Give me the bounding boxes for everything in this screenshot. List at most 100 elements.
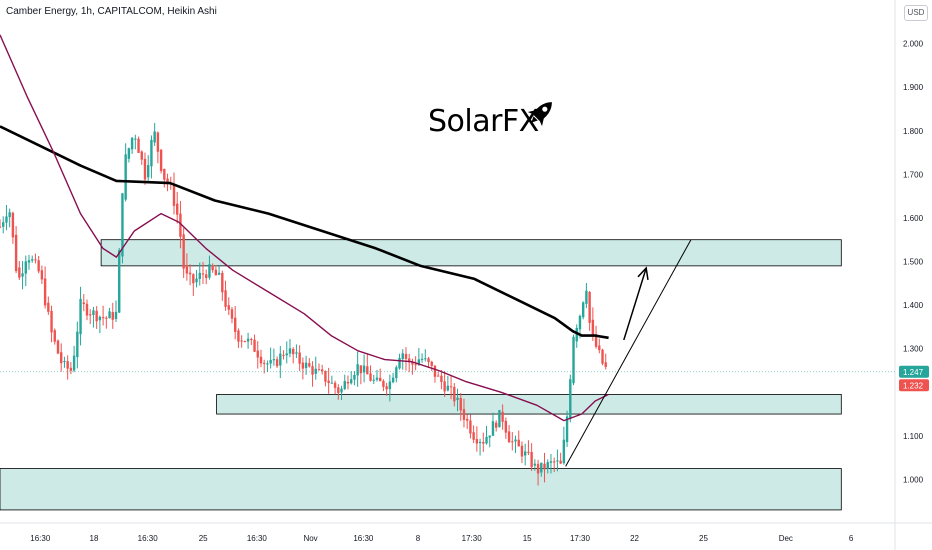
candle-body bbox=[366, 366, 369, 375]
candle-body bbox=[156, 132, 160, 152]
candle-body bbox=[304, 362, 308, 369]
candle-body bbox=[443, 381, 446, 392]
candle-body bbox=[546, 462, 549, 469]
x-tick-label: 25 bbox=[199, 534, 208, 543]
candle-body bbox=[385, 386, 388, 390]
x-tick-label: 16:30 bbox=[30, 534, 51, 543]
candle-body bbox=[449, 386, 453, 388]
candle-body bbox=[433, 365, 437, 377]
candle-body bbox=[343, 381, 346, 389]
candle-body bbox=[407, 358, 411, 363]
candle-body bbox=[272, 359, 276, 361]
candle-body bbox=[250, 338, 253, 340]
currency-button[interactable]: USD bbox=[904, 5, 928, 21]
candle-body bbox=[369, 373, 372, 381]
candle-body bbox=[333, 382, 337, 388]
candle-body bbox=[533, 463, 537, 466]
candle-body bbox=[140, 151, 143, 160]
candle-body bbox=[308, 363, 311, 367]
candle-body bbox=[485, 436, 488, 444]
candle-body bbox=[601, 349, 604, 364]
candles bbox=[0, 123, 607, 486]
price-badge-label: 1.247 bbox=[903, 368, 924, 377]
x-tick-label: 16:30 bbox=[353, 534, 374, 543]
candle-body bbox=[578, 315, 582, 330]
candle-body bbox=[224, 290, 227, 307]
candle-body bbox=[121, 193, 124, 257]
x-tick-label: 16:30 bbox=[138, 534, 159, 543]
y-tick-label: 1.900 bbox=[903, 83, 924, 92]
candle-body bbox=[324, 371, 327, 382]
price-axis[interactable]: 2.000 1.900 1.800 1.700 1.600 1.500 1.400 1.300… bbox=[899, 40, 929, 485]
candle-body bbox=[543, 463, 546, 470]
candle-body bbox=[201, 273, 205, 275]
candle-body bbox=[237, 330, 240, 342]
candle-body bbox=[101, 317, 105, 319]
candle-body bbox=[362, 365, 366, 373]
candle-body bbox=[5, 216, 8, 223]
candle-body bbox=[540, 462, 543, 473]
candle-body bbox=[182, 234, 185, 269]
candle-body bbox=[459, 397, 462, 411]
candle-body bbox=[598, 345, 601, 351]
candle-body bbox=[588, 291, 591, 323]
candle-body bbox=[0, 226, 2, 228]
candle-body bbox=[504, 420, 508, 433]
candle-body bbox=[72, 355, 76, 371]
watermark-logo-text: SolarFX bbox=[428, 104, 539, 139]
candle-body bbox=[31, 259, 34, 261]
candle-body bbox=[230, 309, 234, 319]
candle-body bbox=[346, 381, 350, 384]
candle-body bbox=[56, 340, 60, 354]
candle-body bbox=[159, 149, 163, 172]
chart-title: Camber Energy, 1h, CAPITALCOM, Heikin As… bbox=[6, 6, 217, 17]
candle-body bbox=[89, 314, 92, 316]
x-tick-label: Nov bbox=[303, 534, 317, 543]
arrow-shaft bbox=[623, 267, 647, 341]
candle-body bbox=[314, 368, 317, 374]
candle-body bbox=[108, 311, 111, 319]
candle-body bbox=[382, 380, 385, 387]
candle-body bbox=[282, 354, 285, 356]
candle-body bbox=[98, 316, 102, 321]
candle-body bbox=[436, 375, 440, 377]
candle-body bbox=[585, 290, 588, 304]
time-axis[interactable]: 16:30 18 16:30 25 16:30 Nov 16:30 8 17:30 15 17:30… bbox=[30, 534, 854, 543]
candle-body bbox=[137, 138, 140, 153]
candle-body bbox=[604, 362, 607, 367]
candle-body bbox=[591, 319, 595, 336]
candle-body bbox=[417, 359, 421, 365]
candle-body bbox=[176, 203, 179, 215]
candle-body bbox=[172, 184, 176, 206]
candle-body bbox=[246, 338, 250, 342]
moving-averages bbox=[0, 34, 609, 422]
candle-body bbox=[530, 452, 533, 468]
candle-body bbox=[127, 148, 131, 159]
candle-body bbox=[472, 432, 475, 440]
candle-body bbox=[195, 278, 198, 283]
candle-body bbox=[27, 260, 31, 263]
candle-body bbox=[424, 358, 427, 360]
candle-body bbox=[311, 366, 314, 375]
support-resistance-zones bbox=[0, 239, 842, 511]
candle-body bbox=[153, 131, 156, 143]
candle-body bbox=[353, 374, 356, 380]
price-badge-label: 1.232 bbox=[903, 381, 924, 390]
candle-body bbox=[488, 435, 491, 438]
candle-body bbox=[375, 377, 379, 380]
candle-body bbox=[188, 272, 192, 275]
candle-body bbox=[517, 439, 520, 447]
x-tick-label: Dec bbox=[779, 534, 793, 543]
candle-body bbox=[150, 139, 153, 167]
trendline bbox=[565, 239, 692, 467]
candle-body bbox=[21, 273, 24, 277]
candle-body bbox=[565, 416, 569, 443]
candle-body bbox=[85, 303, 89, 316]
candle-body bbox=[498, 410, 501, 428]
y-tick-label: 2.000 bbox=[903, 40, 924, 49]
x-tick-label: 22 bbox=[630, 534, 639, 543]
y-tick-label: 1.000 bbox=[903, 475, 924, 484]
candle-body bbox=[111, 312, 114, 320]
candle-body bbox=[552, 461, 556, 463]
